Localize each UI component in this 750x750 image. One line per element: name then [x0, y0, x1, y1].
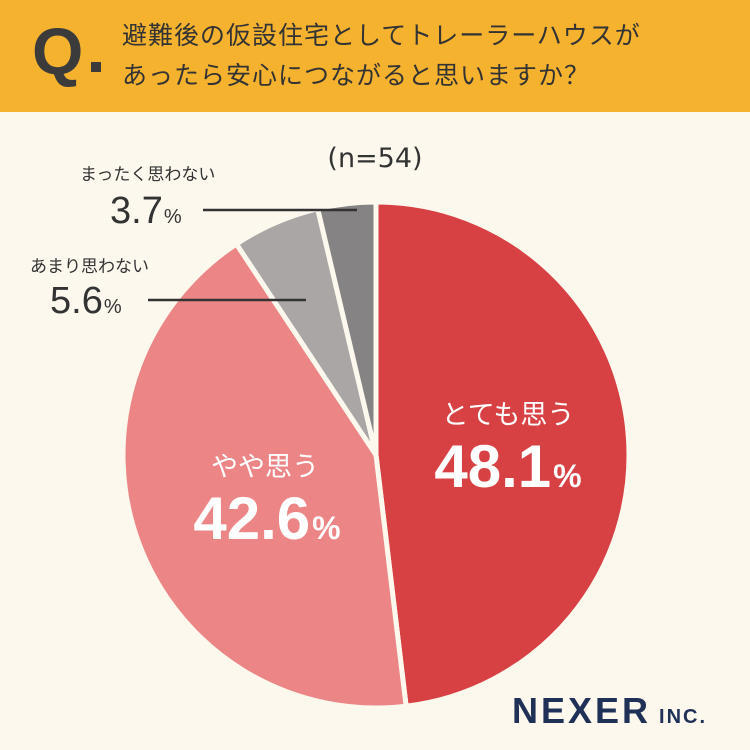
slice-value-strongly-agree: 48.1% — [408, 432, 608, 501]
slice-value-agree: 42.6% — [162, 484, 372, 553]
slice-value-strongly-disagree: 3.7% — [110, 190, 182, 233]
slice-label-disagree: あまり思わない — [30, 257, 149, 277]
percent-sign: % — [312, 510, 341, 546]
slice-label-agree: やや思う — [211, 452, 319, 483]
question-banner: Q 避難後の仮設住宅としてトレーラーハウスが あったら安心につながると思いますか… — [0, 0, 750, 112]
slice-value-number: 3.7 — [110, 190, 163, 232]
sample-size-label: (n=54) — [327, 143, 423, 174]
slice-value-number: 42.6 — [193, 485, 311, 552]
q-dot — [91, 62, 101, 72]
question-line-1: 避難後の仮設住宅としてトレーラーハウスが — [122, 21, 641, 50]
pie-slice-agree — [120, 241, 409, 711]
logo-sub: INC. — [659, 706, 708, 728]
percent-sign: % — [163, 206, 182, 228]
question-text: 避難後の仮設住宅としてトレーラーハウスが あったら安心につながると思いますか？ — [122, 16, 732, 96]
question-line-2: あったら安心につながると思いますか？ — [122, 61, 591, 90]
nexer-logo: NEXER INC. — [512, 690, 707, 732]
slice-label-strongly-disagree: まったく思わない — [80, 165, 216, 185]
logo-main: NEXER — [512, 690, 652, 731]
q-mark: Q — [32, 14, 84, 88]
slice-value-disagree: 5.6% — [50, 280, 122, 323]
percent-sign: % — [553, 458, 582, 494]
pie-slice-strongly-agree — [373, 199, 632, 709]
percent-sign: % — [103, 296, 122, 318]
slice-label-strongly-agree: とても思う — [441, 400, 575, 431]
slice-value-number: 5.6 — [50, 280, 103, 322]
slice-value-number: 48.1 — [434, 433, 552, 500]
